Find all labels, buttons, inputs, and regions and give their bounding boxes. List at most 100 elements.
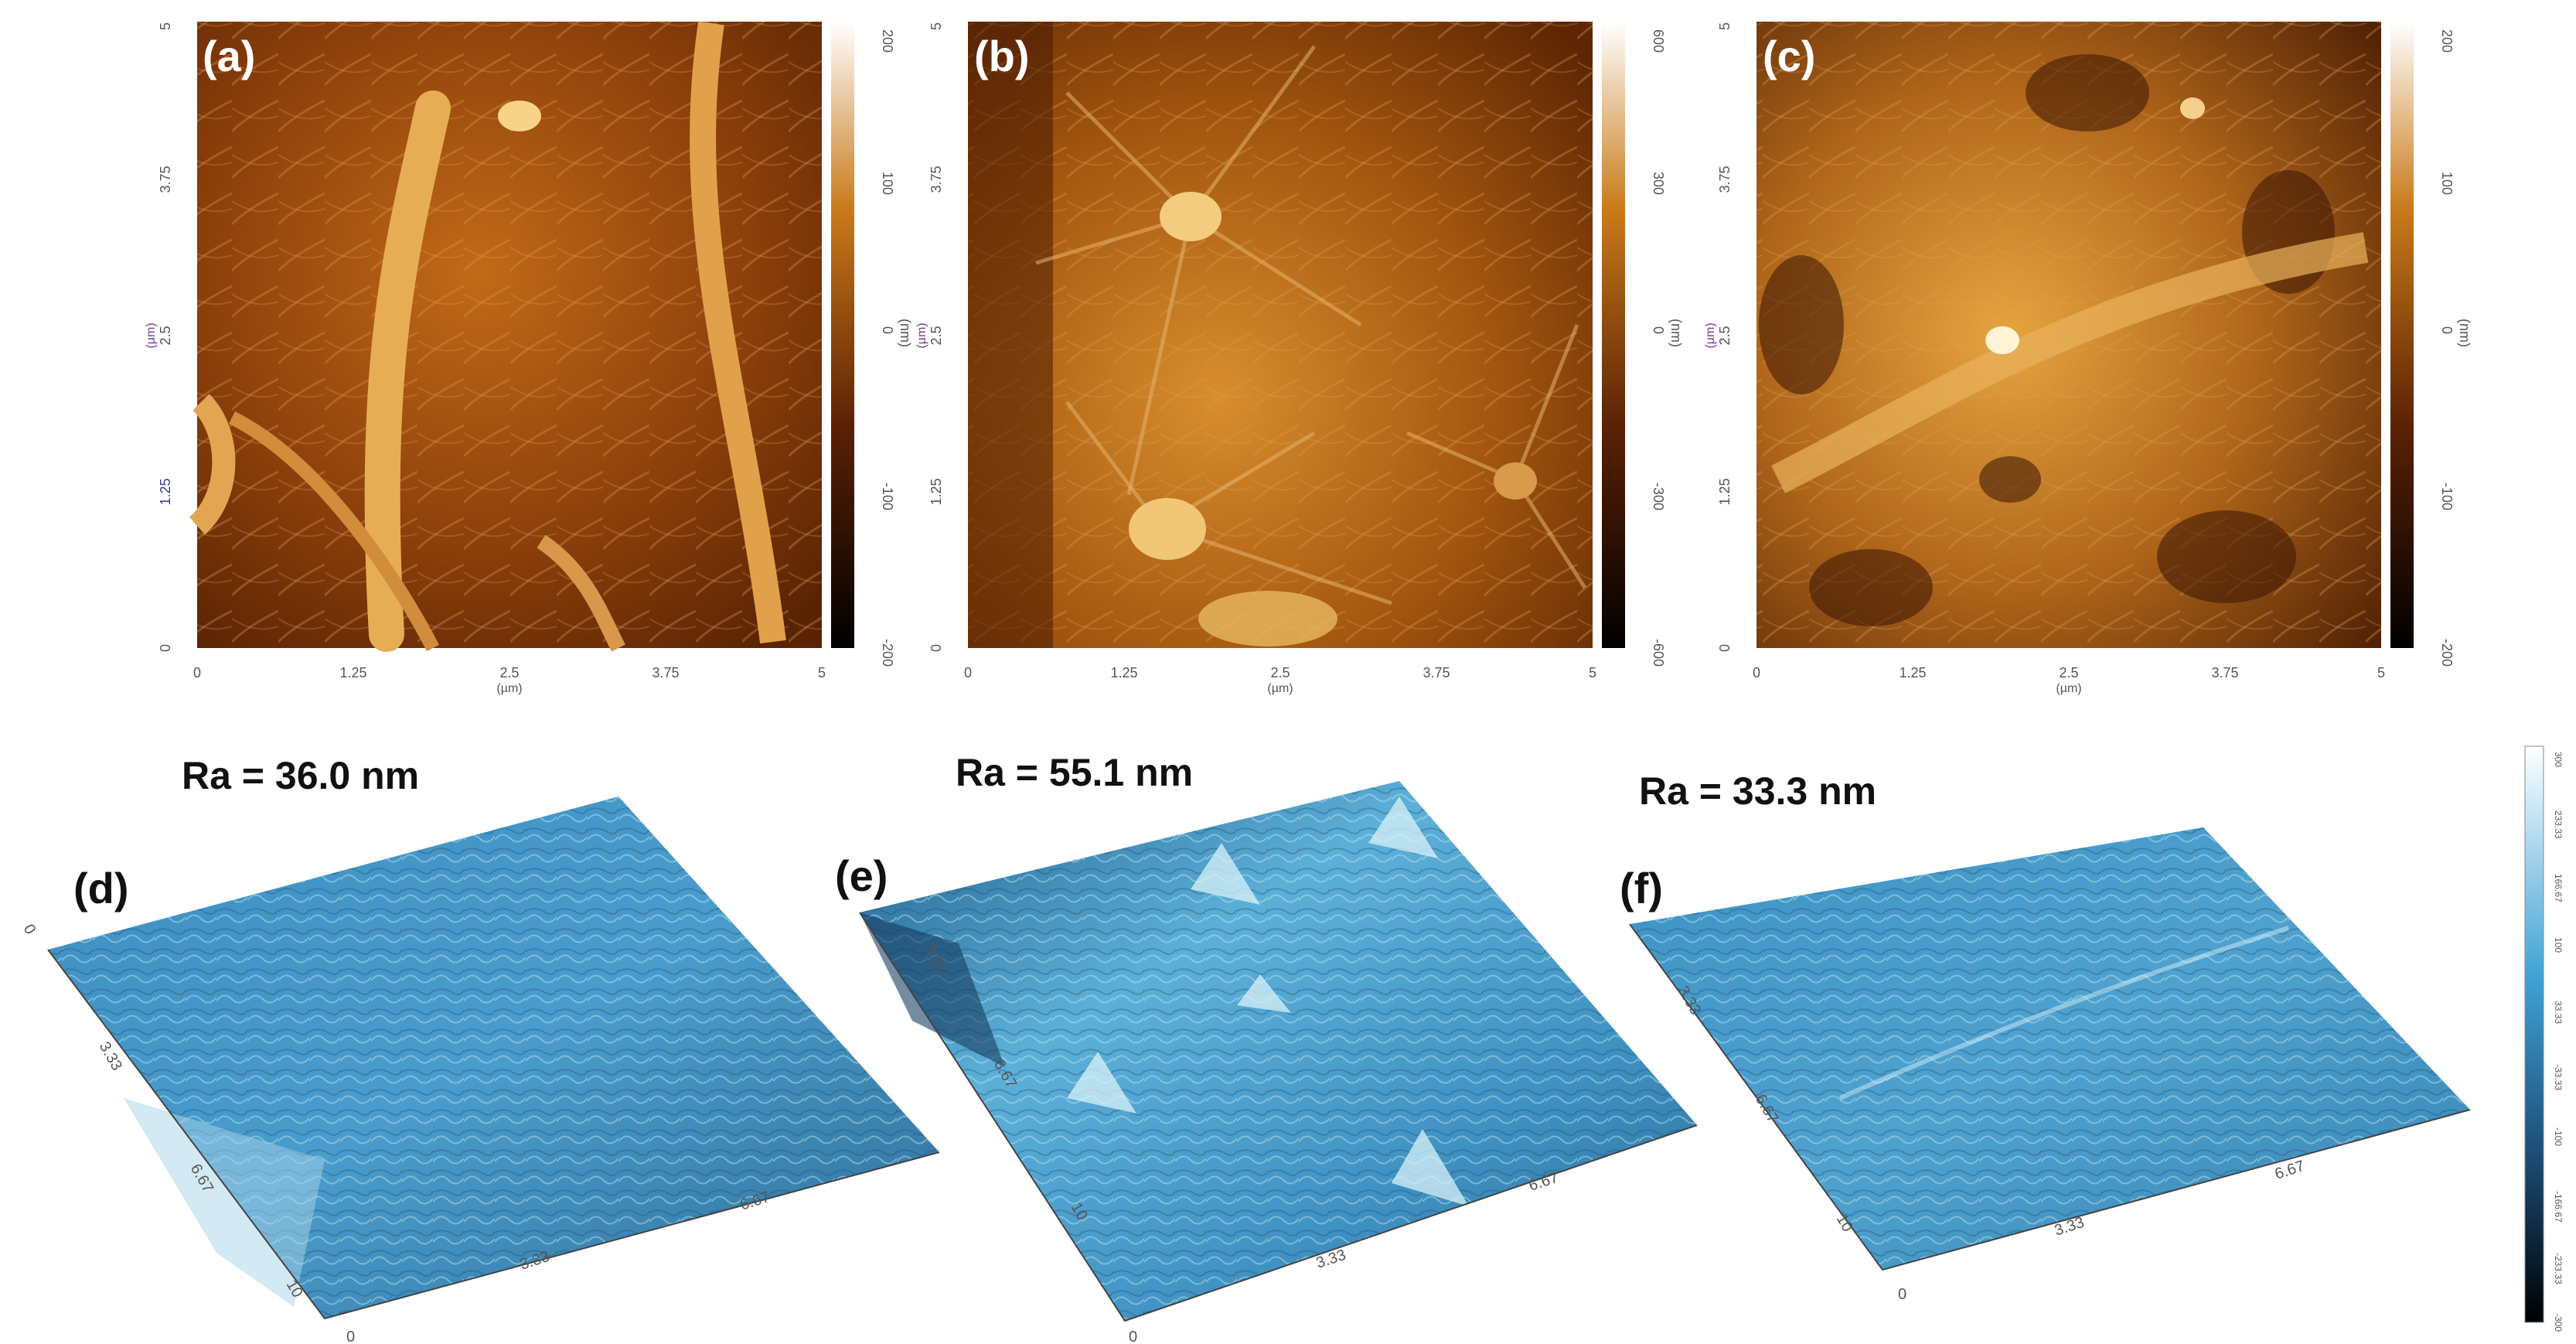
x-tick: 5 [818,665,826,681]
width-tick: 0 [1129,1329,1137,1344]
y-axis-ticks: 0 1.25 2.5 3.75 5 (µm) [915,22,944,652]
surface-axes [859,912,1698,1322]
surface-shadow [860,912,1005,1067]
y-tick: 3.75 [1717,165,1733,193]
bright-node [1129,498,1206,560]
bright-spot [1985,326,2019,354]
width-tick: 0 [1898,1286,1906,1303]
roughness-label: Ra = 55.1 nm [956,751,1193,794]
surface-peaks [1067,797,1469,1206]
roughness-label: Ra = 33.3 nm [1639,769,1876,813]
y-tick: 3.75 [158,165,173,193]
y-tick: 5 [929,22,944,30]
panel-label: (a) [203,32,255,80]
colorbar-tick: 100 [880,172,895,195]
colorbar-3d-tick: -300 [2553,1313,2564,1332]
colorbar-3d-tick: -33.33 [2553,1064,2564,1090]
colorbar [2390,22,2414,648]
x-tick: 3.75 [2211,665,2238,681]
x-tick: 0 [193,665,201,681]
x-tick: 1.25 [339,665,366,681]
x-axis-unit: (µm) [496,682,522,695]
x-tick: 1.25 [1899,665,1926,681]
bright-node [1198,591,1337,646]
panel-label: (c) [1763,32,1815,80]
x-tick: 3.75 [1423,665,1450,681]
colorbar-3d-tick: 33.33 [2553,1001,2564,1024]
y-tick: 5 [158,22,173,30]
colorbar-3d-tick: -166.67 [2553,1191,2564,1223]
panel-d: Ra = 36.0 nm (d) 0 3.33 6.67 10 0 3.33 6… [20,754,940,1344]
colorbar-3d-gradient [2524,745,2544,1323]
y-tick: 1.25 [929,478,944,505]
x-axis-ticks: 0 1.25 2.5 3.75 5 (µm) [1753,665,2385,695]
width-tick: 0 [346,1329,355,1344]
y-tick: 1.25 [158,478,173,505]
y-tick: 2.5 [929,326,944,345]
colorbar-tick: 0 [1651,326,1666,334]
colorbar-tick: -100 [880,483,895,510]
y-tick: 0 [929,644,944,652]
panel-a: (a) -200 -100 0 100 200 (nm) 0 1.25 2.5 … [145,21,913,695]
bright-spot [2180,97,2205,119]
colorbar-tick: -200 [880,639,895,667]
fiber-bundle [189,394,236,535]
y-tick: 0 [158,644,173,652]
x-axis-unit: (µm) [2056,682,2081,695]
y-tick: 3.75 [929,165,944,193]
surface-ridge [1838,926,2289,1100]
x-tick: 0 [1753,665,1760,681]
colorbar-unit: (nm) [1668,319,1684,347]
colorbar [1602,22,1625,648]
y-axis-unit: (µm) [1704,322,1717,348]
y-tick: 1.25 [1717,478,1733,505]
colorbar-tick: -600 [1651,639,1666,667]
panel-f: Ra = 33.3 nm (f) 3.33 6.67 10 0 3.33 6.6… [1620,769,2471,1303]
colorbar-tick: 300 [1651,172,1666,195]
dark-region [968,22,1053,648]
panel-label: (e) [835,851,888,900]
colorbar-tick: 100 [2439,172,2455,195]
y-tick: 2.5 [158,326,173,345]
y-axis-unit: (µm) [915,322,929,348]
x-tick: 1.25 [1110,665,1137,681]
bright-node [1494,462,1537,500]
colorbar-3d-tick: -233.33 [2553,1253,2564,1284]
panel-c: (c) -200 -100 0 100 200 (nm) 0 1.25 2.5 … [1704,22,2472,695]
x-axis-ticks: 0 1.25 2.5 3.75 5 (µm) [964,665,1596,695]
y-axis-ticks: 0 1.25 2.5 3.75 5 (µm) [145,22,173,652]
colorbar-tick: -200 [2439,639,2455,667]
x-tick: 5 [1589,665,1596,681]
colorbar-tick: -100 [2439,483,2455,510]
panel-label: (b) [974,32,1030,80]
x-tick: 2.5 [1270,665,1290,681]
surface-highlight [124,1098,325,1307]
y-tick: 0 [1717,644,1733,652]
panel-label: (d) [73,864,129,912]
y-tick: 2.5 [1717,326,1733,345]
fiber-bundle [364,90,451,652]
x-tick: 2.5 [499,665,519,681]
x-tick: 2.5 [2059,665,2078,681]
colorbar-3d-tick: -100 [2553,1127,2564,1146]
surface-texture [860,781,1697,1321]
roughness-label: Ra = 36.0 nm [182,754,419,797]
colorbar-unit: (nm) [898,319,913,347]
colorbar-tick: 200 [2439,29,2455,53]
surface-texture [48,797,939,1318]
fiber-bundle [228,411,440,652]
colorbar-ticks: -200 -100 0 100 200 (nm) [2439,29,2472,667]
colorbar-3d-tick: 300 [2553,752,2564,767]
x-axis-unit: (µm) [1267,682,1293,695]
surface-texture [1630,827,2470,1270]
depth-tick: 0 [20,922,39,938]
colorbar [831,22,854,648]
x-tick: 5 [2377,665,2385,681]
colorbar-3d: -300 -233.33 -166.67 -100 -33.33 33.33 1… [2524,745,2564,1332]
x-axis-ticks: 0 1.25 2.5 3.75 5 (µm) [193,665,826,695]
fiber-bundle [537,534,625,652]
panel-e: Ra = 55.1 nm (e) 3.33 6.67 10 0 3.33 6.6… [835,751,1698,1344]
colorbar-tick: 200 [880,29,895,53]
y-axis-unit: (µm) [145,322,158,348]
